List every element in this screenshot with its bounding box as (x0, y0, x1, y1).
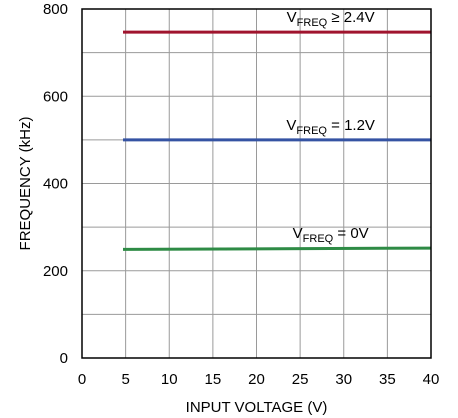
x-tick-label: 10 (161, 371, 178, 388)
x-tick-label: 15 (205, 371, 222, 388)
series-annotations: VFREQ ≥ 2.4V VFREQ = 1.2V VFREQ = 0V (286, 9, 375, 245)
series-annotation: VFREQ = 1.2V (286, 117, 375, 137)
series-layer (123, 30, 432, 251)
series-annotation: VFREQ ≥ 2.4V (287, 9, 375, 29)
plot-frame (81, 8, 432, 359)
y-tick-labels: 0 200 400 600 800 (43, 1, 68, 367)
x-tick-label: 20 (248, 371, 265, 388)
x-tick-label: 40 (423, 371, 440, 388)
y-tick-label: 800 (43, 1, 68, 18)
y-tick-label: 0 (60, 350, 68, 367)
y-tick-label: 400 (43, 176, 68, 193)
series-annotation: VFREQ = 0V (293, 225, 369, 245)
series-line (123, 246, 432, 251)
grid-lines (82, 9, 431, 358)
x-tick-label: 35 (379, 371, 396, 388)
y-tick-label: 600 (43, 88, 68, 105)
x-tick-label: 30 (335, 371, 352, 388)
x-tick-labels: 0 5 10 15 20 25 30 35 40 (78, 371, 440, 388)
x-tick-label: 5 (121, 371, 129, 388)
x-tick-label: 25 (292, 371, 309, 388)
x-tick-label: 0 (78, 371, 86, 388)
y-tick-label: 200 (43, 263, 68, 280)
y-axis-title: FREQUENCY (kHz) (17, 117, 34, 251)
x-axis-title: INPUT VOLTAGE (V) (186, 399, 328, 416)
